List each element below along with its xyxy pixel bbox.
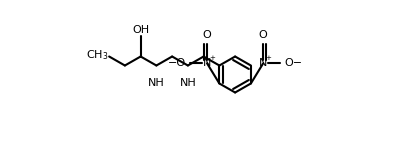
Text: +: + xyxy=(265,55,271,61)
Text: O: O xyxy=(259,30,268,40)
Text: NH: NH xyxy=(179,78,196,88)
Text: CH$_3$: CH$_3$ xyxy=(86,48,108,62)
Text: N: N xyxy=(259,58,267,68)
Text: N: N xyxy=(203,58,211,68)
Text: O−: O− xyxy=(285,58,303,68)
Text: OH: OH xyxy=(132,25,149,35)
Text: NH: NH xyxy=(148,78,165,88)
Text: +: + xyxy=(209,55,215,61)
Text: −O: −O xyxy=(168,58,186,68)
Text: O: O xyxy=(203,30,211,40)
